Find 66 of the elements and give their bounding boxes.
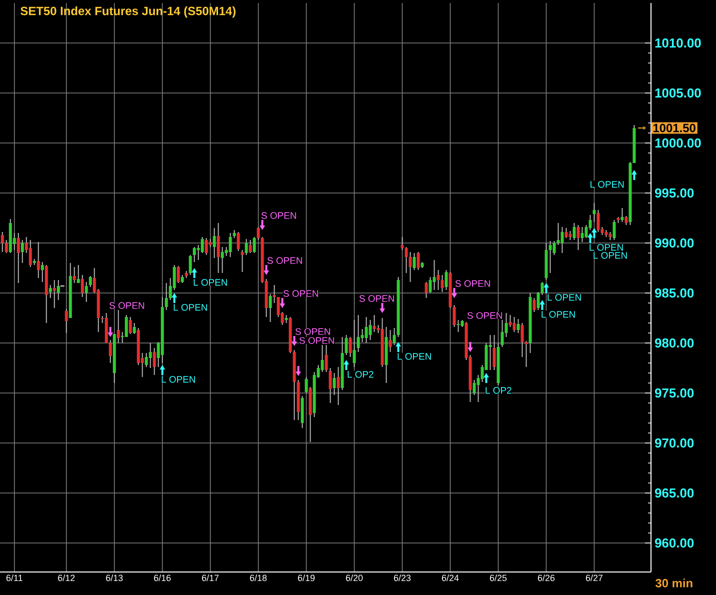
candlestick [52,279,56,308]
x-tick-label: 6/11 [6,574,22,582]
data-label: S OPEN [267,257,302,264]
data-label: L OP2 [348,371,374,378]
candlestick [372,314,376,332]
y-tick-label: 985.00 [654,288,694,298]
x-tick-label: 6/17 [202,574,219,582]
x-tick-label: 6/12 [58,574,75,582]
candlestick [48,284,52,298]
candlestick [436,269,440,290]
candlestick [432,259,436,290]
data-label: L OP2 [486,387,512,394]
x-tick-label: 6/27 [586,574,602,582]
y-tick-label: 965.00 [654,488,694,498]
data-label: L OPEN [194,279,227,286]
y-tick-label: 1001.50 [653,124,696,132]
data-label: L OPEN [542,311,575,318]
data-label: L OPEN [590,181,624,188]
candlestick [72,266,76,284]
y-tick-label: 995.00 [654,188,694,198]
x-tick-label: 6/23 [394,574,411,582]
data-label: L OPEN [548,294,581,301]
data-label: S OPEN [467,312,502,319]
x-tick-label: 6/19 [298,574,315,582]
x-tick-label: 6/24 [442,574,459,582]
candlestick [456,319,460,332]
data-label: L OPEN [398,353,431,360]
candlestick [240,249,244,272]
y-tick-label: 1000.00 [655,138,701,148]
y-tick-label: 960.00 [654,538,694,548]
candlestick [40,261,44,282]
x-tick-label: 6/18 [250,574,267,582]
data-label: S OPEN [283,290,318,297]
candlestick [508,314,512,328]
y-tick-label: 975.00 [654,388,694,398]
text: 30 min [655,578,692,588]
y-tick-label: 980.00 [654,338,694,348]
candlestick [592,202,596,222]
x-tick-label: 6/13 [106,574,123,582]
data-label: S OPEN [359,295,394,302]
x-tick-label: 6/26 [538,574,555,582]
candlestick [580,226,584,242]
candlestick [272,284,276,304]
y-tick-label: 990.00 [654,238,694,248]
data-label: S OPEN [110,302,144,309]
y-tick-label: 970.00 [654,438,694,448]
data-label: S OPEN [299,337,334,344]
data-label: L OPEN [590,244,623,251]
y-tick-label: 1005.00 [655,88,701,98]
candlestick [556,222,560,246]
data-label: S OPEN [295,328,330,335]
x-tick-label: 6/20 [346,574,363,582]
data-label: L OPEN [174,304,207,311]
candlestick [620,207,624,222]
candlestick [524,340,528,368]
data-label: L OPEN [162,376,195,383]
candlestick [400,236,404,250]
x-tick-label: 6/25 [490,574,507,582]
data-label: S OPEN [261,212,296,219]
candlestick [548,240,552,274]
y-tick-label: 1010.00 [655,38,701,48]
candlestick [488,334,492,370]
x-tick-label: 6/16 [154,574,171,582]
data-label: L OPEN [594,252,627,259]
chart-title: SET50 Index Futures Jun-14 (S50M14) [20,6,236,18]
data-label: S OPEN [455,280,490,287]
